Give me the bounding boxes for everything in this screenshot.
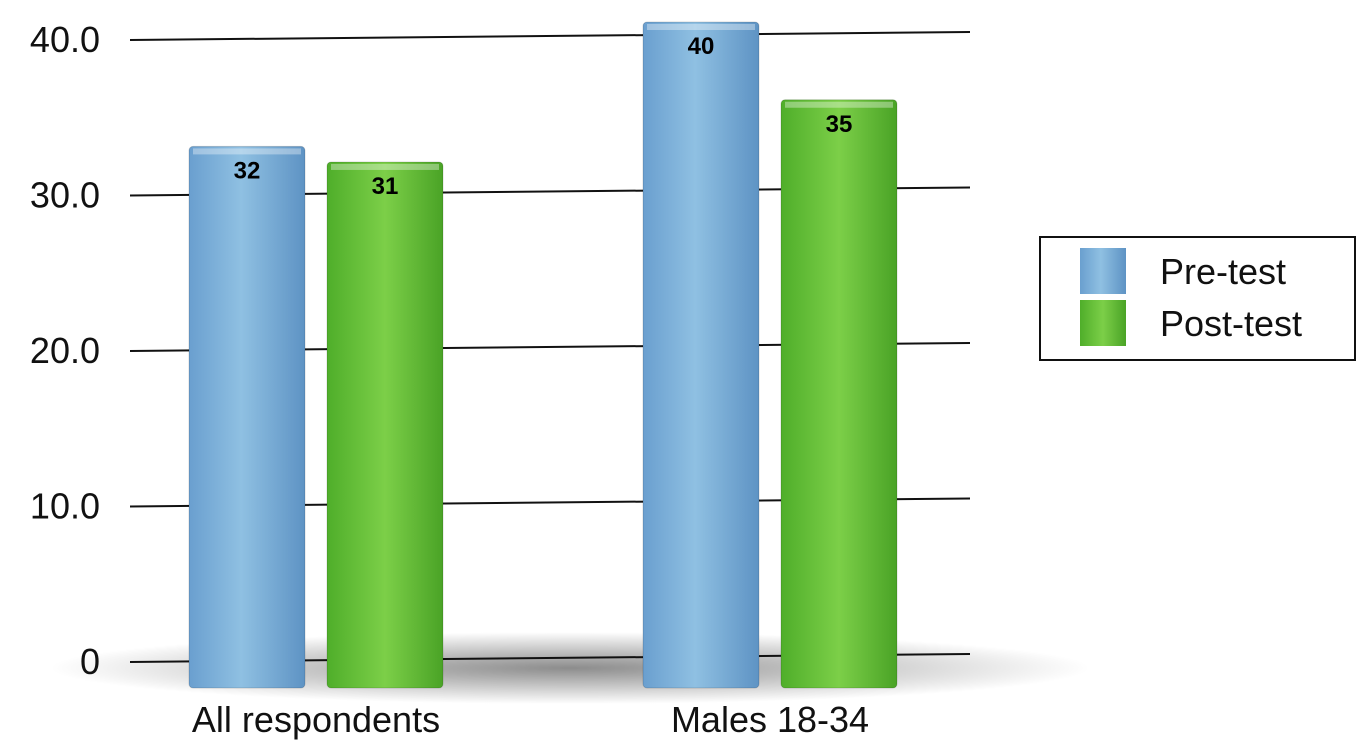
bar-post-test-0 [326, 161, 444, 689]
y-tick-label: 20.0 [30, 330, 100, 371]
data-label: 32 [234, 157, 261, 184]
bar-highlight [331, 163, 439, 170]
x-category-label: All respondents [192, 699, 440, 740]
bar-highlight [193, 148, 301, 155]
x-category-label: Males 18-34 [671, 699, 869, 740]
y-tick-label: 10.0 [30, 486, 100, 527]
data-label: 40 [688, 33, 715, 60]
data-label: 31 [372, 173, 399, 200]
bar-highlight [647, 24, 755, 30]
data-label: 35 [826, 111, 853, 138]
gridline [129, 31, 971, 41]
y-tick-label: 30.0 [30, 175, 100, 216]
bar-post-test-1 [780, 99, 898, 689]
bar-highlight [785, 101, 893, 108]
legend-label: Post-test [1160, 303, 1302, 344]
legend-swatch [1080, 248, 1126, 294]
bar-pre-test-1 [642, 21, 760, 689]
bar-pre-test-0 [188, 145, 306, 689]
y-tick-label: 40.0 [30, 19, 100, 60]
legend-swatch [1080, 300, 1126, 346]
y-tick-label: 0 [80, 641, 100, 682]
legend-label: Pre-test [1160, 251, 1286, 292]
